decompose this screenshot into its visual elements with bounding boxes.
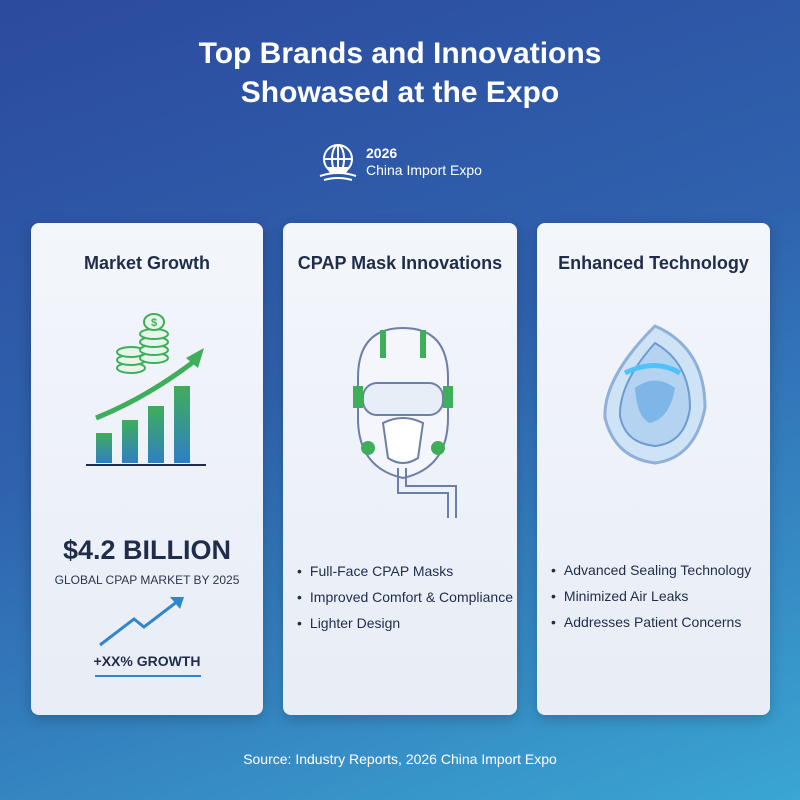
growth-underline xyxy=(95,675,201,677)
logo-year: 2026 xyxy=(366,145,398,161)
logo-name: China Import Expo xyxy=(366,162,482,178)
page-title: Top Brands and Innovations Showased at t… xyxy=(0,34,800,112)
card-title: Market Growth xyxy=(83,253,211,273)
technology-list: Advanced Sealing Technology Minimized Ai… xyxy=(551,557,751,635)
list-item: Addresses Patient Concerns xyxy=(551,609,751,635)
card-market-growth: Market Growth $ $4.2 BILLION GLOBAL CPAP… xyxy=(31,223,263,715)
sealing-mask-icon xyxy=(603,324,707,465)
innovation-list: Full-Face CPAP Masks Improved Comfort & … xyxy=(297,558,513,636)
cpap-mask-icon xyxy=(353,326,457,518)
list-item: Improved Comfort & Compliance xyxy=(297,584,513,610)
card-enhanced-technology: Enhanced Technology Advanced Sealing Tec… xyxy=(537,223,770,715)
list-item: Full-Face CPAP Masks xyxy=(297,558,513,584)
market-stat: $4.2 BILLION xyxy=(62,535,232,565)
title-line-1: Top Brands and Innovations xyxy=(198,37,602,70)
source-note: Source: Industry Reports, 2026 China Imp… xyxy=(243,751,557,767)
list-item: Advanced Sealing Technology xyxy=(551,557,751,583)
trend-arrow-icon xyxy=(99,597,184,647)
expo-logo: 2026 China Import Expo xyxy=(316,142,482,182)
bar-chart-coins-icon: $ xyxy=(86,313,206,466)
title-line-2: Showased at the Expo xyxy=(240,76,560,109)
card-cpap-mask: CPAP Mask Innovations Full-Face CPAP Mas… xyxy=(283,223,517,715)
list-item: Lighter Design xyxy=(297,610,513,636)
svg-text:$: $ xyxy=(151,317,157,329)
card-title: Enhanced Technology xyxy=(558,253,749,273)
card-title: CPAP Mask Innovations xyxy=(297,253,503,273)
list-item: Minimized Air Leaks xyxy=(551,583,751,609)
globe-ship-icon xyxy=(319,144,357,181)
growth-label: +XX% GROWTH xyxy=(93,653,201,669)
market-stat-caption: GLOBAL CPAP MARKET BY 2025 xyxy=(54,573,240,587)
